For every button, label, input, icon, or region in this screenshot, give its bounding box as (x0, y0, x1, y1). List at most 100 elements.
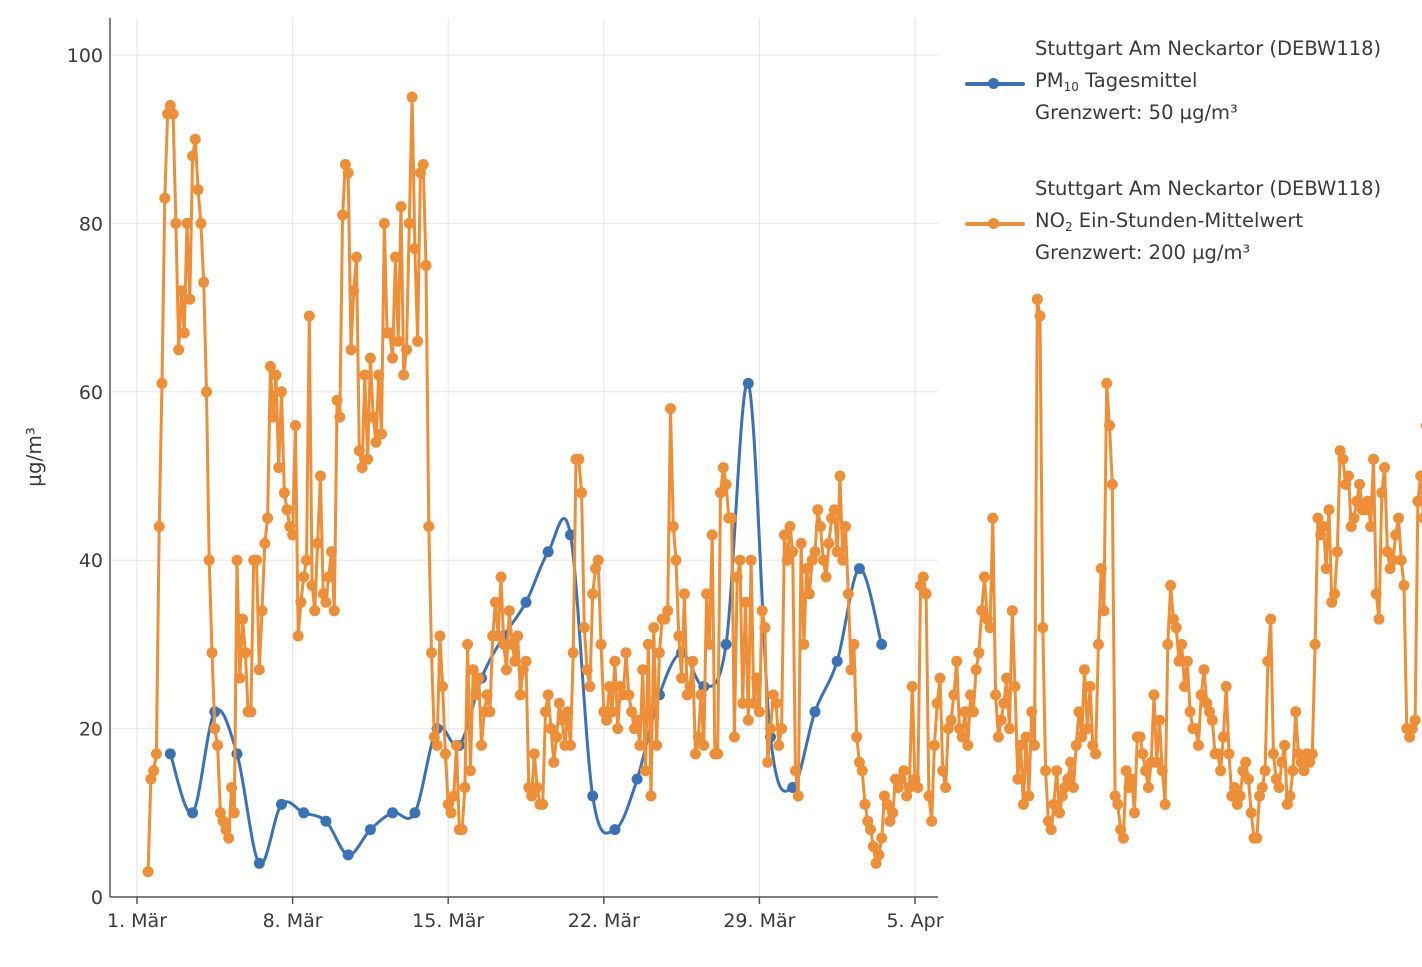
legend-text-pm10: Stuttgart Am Neckartor (DEBW118) PM10 Ta… (1035, 33, 1381, 129)
data-point-no2 (1004, 723, 1015, 735)
data-point-no2 (828, 504, 840, 516)
data-point-no2 (1273, 782, 1285, 793)
data-point-no2 (464, 765, 476, 777)
data-point-no2 (598, 706, 610, 718)
data-point-no2 (1120, 765, 1132, 777)
data-point-no2 (954, 723, 965, 735)
data-point-no2 (1201, 697, 1213, 709)
data-point-no2 (1217, 731, 1229, 743)
data-point-no2 (153, 521, 165, 532)
data-point-no2 (1040, 765, 1052, 777)
data-point-no2 (876, 832, 888, 844)
data-point-no2 (389, 251, 401, 263)
data-point-no2 (1167, 613, 1179, 625)
data-point-no2 (1184, 706, 1196, 718)
data-point-no2 (1276, 756, 1288, 768)
legend-pollutant-sub-no2: 2 (1064, 220, 1073, 234)
data-point-no2 (284, 521, 296, 532)
data-point-no2 (181, 217, 193, 229)
data-point-no2 (245, 706, 257, 718)
data-point-no2 (540, 706, 551, 718)
data-point-no2 (1204, 706, 1215, 718)
data-point-no2 (753, 706, 765, 718)
data-point-no2 (295, 596, 307, 608)
y-axis-title: µg/m³ (22, 427, 46, 487)
data-point-no2 (601, 714, 613, 726)
data-point-no2 (231, 554, 243, 566)
y-tick-label: 40 (79, 550, 103, 572)
data-point-no2 (731, 571, 743, 583)
data-point-pm10 (231, 748, 243, 760)
data-point-no2 (606, 706, 618, 718)
data-point-no2 (881, 798, 893, 810)
data-point-no2 (573, 453, 585, 465)
data-point-no2 (728, 731, 740, 743)
data-point-no2 (428, 731, 440, 743)
data-point-no2 (1337, 453, 1349, 465)
data-point-no2 (314, 470, 326, 482)
data-point-no2 (273, 462, 285, 474)
data-point-no2 (1234, 790, 1246, 802)
data-point-no2 (403, 217, 415, 229)
data-point-no2 (1292, 748, 1304, 760)
data-point-no2 (1123, 782, 1135, 793)
data-point-no2 (1359, 504, 1371, 516)
data-point-no2 (178, 327, 190, 339)
data-point-no2 (712, 748, 724, 760)
data-point-no2 (684, 681, 696, 692)
data-point-no2 (1281, 798, 1293, 810)
legend-entry-no2[interactable]: Stuttgart Am Neckartor (DEBW118) NO2 Ein… (960, 170, 1410, 310)
data-point-no2 (1317, 521, 1329, 532)
legend-station-pm10: Stuttgart Am Neckartor (DEBW118) (1035, 37, 1382, 60)
data-point-no2 (1254, 790, 1265, 802)
data-point-no2 (653, 647, 665, 659)
data-point-no2 (742, 714, 754, 726)
data-point-no2 (979, 571, 990, 583)
data-point-no2 (956, 731, 968, 743)
data-point-no2 (214, 807, 226, 819)
data-point-no2 (1379, 462, 1391, 474)
data-point-no2 (965, 689, 977, 701)
data-point-no2 (798, 638, 810, 650)
data-point-no2 (609, 655, 621, 667)
data-point-no2 (737, 697, 749, 709)
data-point-no2 (520, 655, 532, 667)
legend[interactable]: Stuttgart Am Neckartor (DEBW118) PM10 Ta… (960, 30, 1410, 310)
data-point-no2 (206, 647, 218, 659)
data-point-no2 (362, 453, 374, 465)
data-point-no2 (223, 832, 235, 844)
axis-layer: 0 20 40 60 80 100 1. Mär 8. Mär 15. Mär 22. Mär 29… (67, 18, 944, 932)
data-point-no2 (212, 739, 224, 751)
data-point-no2 (581, 664, 593, 676)
data-point-no2 (495, 571, 507, 583)
data-point-no2 (1362, 495, 1374, 507)
data-point-no2 (148, 765, 160, 777)
legend-entry-pm10[interactable]: Stuttgart Am Neckartor (DEBW118) PM10 Ta… (960, 30, 1410, 170)
data-point-no2 (1265, 613, 1277, 625)
data-point-no2 (865, 824, 876, 836)
data-point-no2 (1306, 748, 1318, 760)
data-point-no2 (1076, 731, 1088, 743)
data-point-no2 (378, 217, 390, 229)
data-point-no2 (851, 731, 863, 743)
data-point-no2 (442, 798, 454, 810)
data-point-no2 (142, 866, 154, 878)
data-point-no2 (773, 739, 785, 751)
data-point-no2 (1376, 487, 1388, 499)
data-point-no2 (1206, 714, 1218, 726)
data-point-no2 (640, 765, 651, 777)
data-point-no2 (526, 790, 538, 802)
data-point-no2 (665, 403, 676, 415)
data-point-no2 (1109, 790, 1121, 802)
data-point-no2 (590, 563, 601, 575)
data-point-pm10 (276, 798, 287, 810)
data-point-no2 (345, 344, 357, 356)
data-point-no2 (434, 630, 446, 642)
data-point-no2 (334, 411, 346, 423)
data-point-no2 (359, 369, 371, 381)
data-point-no2 (1045, 824, 1057, 836)
data-point-no2 (1095, 563, 1107, 575)
data-point-no2 (1137, 748, 1149, 760)
legend-pollutant-pm10: PM (1035, 69, 1064, 92)
data-point-no2 (915, 580, 927, 591)
